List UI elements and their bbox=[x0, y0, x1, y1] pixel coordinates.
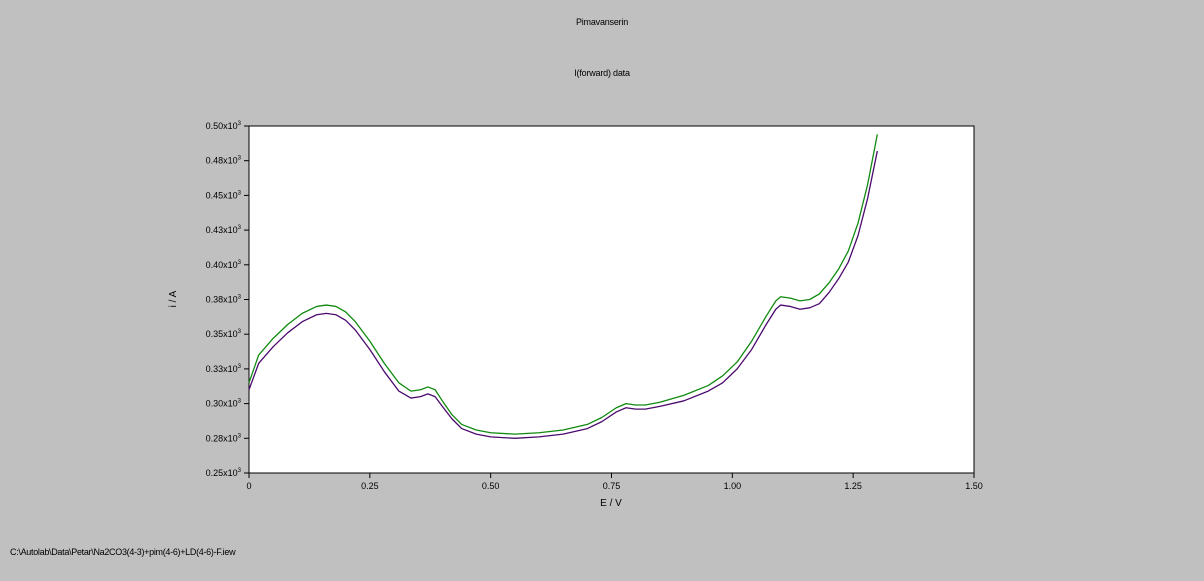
y-tick-exponent: 3 bbox=[238, 295, 242, 301]
y-axis-label: i / A bbox=[168, 290, 179, 307]
x-tick-label: 1.25 bbox=[844, 481, 862, 491]
y-tick-exponent: 3 bbox=[238, 399, 242, 405]
y-tick-label: 0.48x103 bbox=[206, 156, 242, 166]
y-tick-label: 0.38x103 bbox=[206, 295, 242, 305]
y-tick-exponent: 3 bbox=[238, 329, 242, 335]
x-axis-label: E / V bbox=[600, 498, 622, 509]
plot-area bbox=[248, 125, 975, 474]
x-axis: 0 0.25 0.50 0.75 1.00 1.25 1.50 bbox=[246, 473, 983, 491]
x-tick-label: 0 bbox=[246, 481, 251, 491]
y-tick-label: 0.50x103 bbox=[206, 121, 242, 131]
x-tick-label: 1.00 bbox=[724, 481, 742, 491]
y-tick-exponent: 3 bbox=[238, 190, 242, 196]
y-tick-mantissa: 0.25x10 bbox=[206, 468, 238, 478]
y-tick-mantissa: 0.50x10 bbox=[206, 121, 238, 131]
y-tick-label: 0.30x103 bbox=[206, 399, 242, 409]
y-tick-mantissa: 0.35x10 bbox=[206, 329, 238, 339]
y-tick-label: 0.28x103 bbox=[206, 433, 242, 443]
y-tick-exponent: 3 bbox=[238, 121, 242, 127]
y-tick-exponent: 3 bbox=[238, 260, 242, 266]
series-line-1 bbox=[248, 134, 878, 435]
y-tick-mantissa: 0.28x10 bbox=[206, 433, 238, 443]
file-path-label: C:\Autolab\Data\Petar\Na2CO3(4-3)+pim(4-… bbox=[10, 547, 236, 557]
y-tick-label: 0.45x103 bbox=[206, 190, 242, 200]
chart-title: Pimavanserin bbox=[575, 17, 629, 27]
series-layer bbox=[248, 134, 878, 439]
y-tick-mantissa: 0.43x10 bbox=[206, 225, 238, 235]
y-tick-mantissa: 0.30x10 bbox=[206, 399, 238, 409]
y-tick-label: 0.43x103 bbox=[206, 225, 242, 235]
y-tick-label: 0.33x103 bbox=[206, 364, 242, 374]
y-tick-mantissa: 0.38x10 bbox=[206, 295, 238, 305]
x-tick-label: 0.25 bbox=[361, 481, 379, 491]
y-tick-exponent: 3 bbox=[238, 156, 242, 162]
y-tick-label: 0.40x103 bbox=[206, 260, 242, 270]
x-tick-label: 0.75 bbox=[603, 481, 621, 491]
y-axis: 0.25x1030.28x1030.30x1030.33x1030.35x103… bbox=[206, 121, 249, 478]
y-tick-exponent: 3 bbox=[238, 433, 242, 439]
y-tick-mantissa: 0.40x10 bbox=[206, 260, 238, 270]
y-tick-label: 0.35x103 bbox=[206, 329, 242, 339]
y-tick-exponent: 3 bbox=[238, 364, 242, 370]
chart-subtitle: I(forward) data bbox=[574, 68, 630, 78]
y-tick-mantissa: 0.45x10 bbox=[206, 190, 238, 200]
y-tick-exponent: 3 bbox=[238, 225, 242, 231]
y-tick-mantissa: 0.33x10 bbox=[206, 364, 238, 374]
y-tick-mantissa: 0.48x10 bbox=[206, 156, 238, 166]
y-tick-exponent: 3 bbox=[238, 468, 242, 474]
x-tick-label: 1.50 bbox=[965, 481, 983, 491]
series-line-2 bbox=[248, 150, 878, 439]
x-tick-label: 0.50 bbox=[482, 481, 500, 491]
y-tick-label: 0.25x103 bbox=[206, 468, 242, 478]
